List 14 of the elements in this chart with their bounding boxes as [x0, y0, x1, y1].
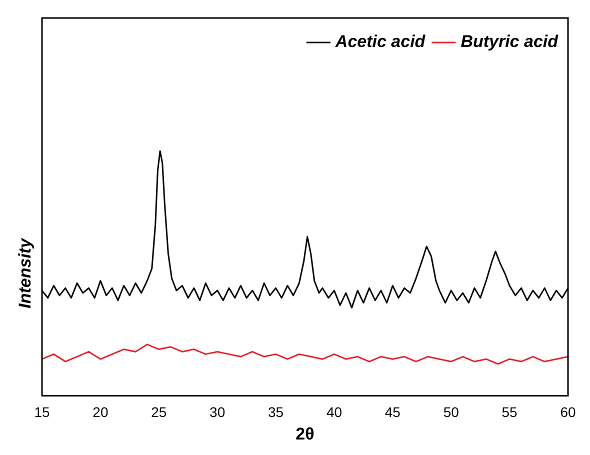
x-tick-label: 25	[151, 404, 167, 420]
x-tick-label: 15	[34, 404, 50, 420]
x-tick-label: 45	[384, 404, 401, 420]
x-tick-label: 60	[560, 404, 576, 420]
legend-label: Acetic acid	[334, 32, 426, 52]
legend-label: Butyric acid	[460, 32, 559, 52]
x-tick-label: 30	[210, 404, 226, 420]
x-tick-label: 50	[443, 404, 460, 420]
x-tick-label: 40	[326, 404, 342, 420]
x-axis-title: 2θ	[296, 424, 314, 444]
x-tick-label: 35	[268, 404, 284, 420]
y-axis-title: Intensity	[16, 236, 35, 308]
x-tick-label: 55	[502, 404, 518, 420]
x-tick-label: 20	[92, 404, 108, 420]
